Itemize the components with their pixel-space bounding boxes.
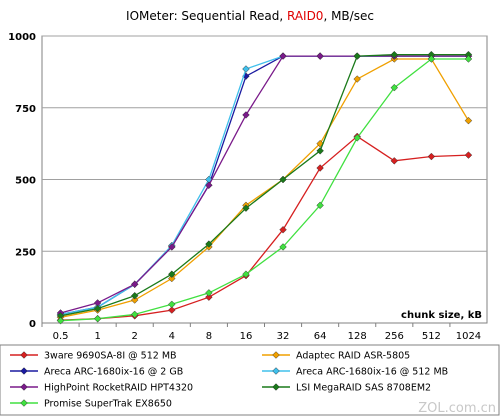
data-point [464, 116, 473, 125]
data-point [205, 181, 213, 189]
legend-swatch-marker [272, 383, 280, 391]
y-tick-label: 750 [15, 104, 36, 115]
legend-swatch-marker [20, 383, 28, 391]
data-point [353, 134, 361, 142]
data-point [168, 300, 176, 309]
data-point [242, 65, 250, 73]
y-axis-ticks: 0 250 500 750 1000 [8, 32, 36, 330]
legend-label: Areca ARC-1680ix-16 @ 2 GB [44, 367, 183, 378]
data-point [93, 314, 102, 323]
data-point [390, 50, 399, 59]
chart-title-part-3: , MB/sec [323, 9, 374, 23]
series-line [60, 135, 469, 321]
data-point [316, 139, 324, 148]
data-point [353, 75, 361, 83]
x-tick-label: 8 [206, 331, 212, 342]
data-point [464, 55, 473, 63]
x-tick-label: 64 [314, 331, 327, 342]
data-point [279, 175, 287, 184]
data-point [130, 296, 139, 304]
data-point [316, 147, 324, 155]
data-point [205, 289, 213, 297]
data-point [168, 243, 176, 251]
y-tick-label: 0 [29, 319, 36, 330]
data-point [93, 304, 102, 313]
y-tick-label: 500 [15, 176, 36, 187]
chart-title: IOMeter: Sequential Read, RAID0, MB/sec [126, 9, 374, 23]
legend-swatch-marker [272, 351, 280, 359]
series-line [60, 58, 470, 318]
x-tick-label: 4 [169, 331, 175, 342]
chart-title-raid-part: RAID0 [287, 9, 323, 23]
legend-box [0, 344, 500, 416]
data-point [427, 152, 436, 161]
legend-item: 3ware 9690SA-8I @ 512 MB [10, 351, 177, 362]
series-line [60, 58, 469, 322]
data-point [353, 52, 361, 60]
data-point [427, 55, 436, 63]
series-line [60, 54, 469, 317]
data-point [390, 157, 399, 165]
data-point [130, 280, 139, 289]
data-point [279, 243, 287, 251]
series-line [60, 55, 469, 314]
x-tick-label: 128 [348, 331, 367, 342]
x-tick-label: 1024 [456, 331, 481, 342]
legend-item: Areca ARC-1680ix-16 @ 2 GB [10, 367, 183, 378]
data-point [279, 225, 287, 234]
grid-lines [42, 35, 487, 252]
data-point [390, 83, 399, 92]
legend-item: HighPoint RocketRAID HPT4320 [10, 383, 193, 394]
data-point [168, 270, 176, 278]
legend-label: 3ware 9690SA-8I @ 512 MB [44, 351, 177, 362]
x-axis-label: chunk size, kB [401, 310, 482, 321]
y-tick-label: 250 [15, 247, 36, 258]
data-point [205, 240, 213, 248]
data-point [279, 52, 287, 60]
legend-label: Adaptec RAID ASR-5805 [296, 351, 410, 362]
data-point [56, 316, 65, 325]
series-6 [56, 50, 473, 320]
legend-item: Promise SuperTrak EX8650 [10, 399, 172, 410]
x-tick-label: 2 [132, 331, 138, 342]
data-point [130, 291, 139, 300]
chart-title-part-1: IOMeter: Sequential Read, [126, 9, 287, 23]
x-tick-label: 512 [422, 331, 441, 342]
legend: 3ware 9690SA-8I @ 512 MB Adaptec RAID ASR… [10, 351, 448, 410]
data-point [316, 201, 324, 210]
y-tick-label: 1000 [8, 32, 36, 43]
x-tick-label: 16 [240, 331, 253, 342]
series-7 [56, 55, 473, 325]
data-point [242, 270, 250, 278]
series-lines [56, 50, 473, 325]
legend-item: Areca ARC-1680ix-16 @ 512 MB [262, 367, 448, 378]
x-tick-label: 32 [277, 331, 290, 342]
legend-label: HighPoint RocketRAID HPT4320 [44, 383, 193, 394]
legend-label: LSI MegaRAID SAS 8708EM2 [296, 383, 431, 394]
x-tick-label: 0.5 [53, 331, 69, 342]
data-point [168, 306, 176, 314]
x-tick-label: 256 [385, 331, 404, 342]
data-point [205, 293, 213, 301]
data-point [316, 164, 324, 172]
watermark-text: ZOL.com.cn [418, 401, 496, 416]
data-point [316, 52, 324, 60]
data-point [464, 151, 473, 159]
legend-swatch-marker [272, 367, 280, 375]
data-point [242, 204, 250, 212]
data-point [168, 274, 176, 283]
x-tick-label: 1 [94, 331, 100, 342]
x-axis-ticks: 0.5 1 2 4 8 16 32 64 128 256 512 1024 [41, 323, 481, 342]
legend-swatch-marker [20, 351, 28, 359]
data-point [130, 310, 139, 319]
legend-item: Adaptec RAID ASR-5805 [262, 351, 410, 362]
data-point [242, 111, 250, 119]
legend-label: Areca ARC-1680ix-16 @ 512 MB [296, 367, 448, 378]
legend-item: LSI MegaRAID SAS 8708EM2 [262, 383, 431, 394]
legend-swatch-marker [20, 367, 28, 375]
legend-label: Promise SuperTrak EX8650 [44, 399, 172, 410]
legend-swatch-marker [20, 399, 28, 407]
